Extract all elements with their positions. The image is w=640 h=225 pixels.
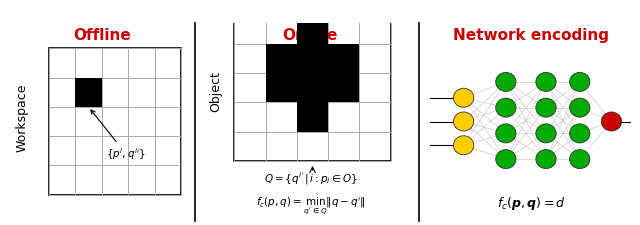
Circle shape [496,150,516,169]
Circle shape [536,98,556,117]
Circle shape [454,88,474,107]
Text: Object: Object [209,71,222,112]
Bar [49,48,181,195]
Text: Network encoding: Network encoding [453,28,609,43]
Bar [297,103,328,132]
Bar [75,78,102,107]
Text: Offline: Offline [74,28,131,43]
Text: $f_c(p,q) = \min_{q' \in Q} \|q - q'\|$: $f_c(p,q) = \min_{q' \in Q} \|q - q'\|$ [255,195,365,216]
Bar [297,15,328,44]
Text: $Q = \{q^{i'}\,|\,i: p_i \in O\}$: $Q = \{q^{i'}\,|\,i: p_i \in O\}$ [264,171,357,187]
Text: $f_c(\boldsymbol{p},\boldsymbol{q}) = d$: $f_c(\boldsymbol{p},\boldsymbol{q}) = d$ [497,195,566,212]
Circle shape [570,72,590,91]
Text: Workspace: Workspace [15,83,28,152]
Circle shape [536,72,556,91]
Circle shape [536,150,556,169]
Bar [297,73,328,103]
Circle shape [454,112,474,131]
Circle shape [496,72,516,91]
Bar [266,44,297,73]
Circle shape [496,98,516,117]
Circle shape [570,150,590,169]
Circle shape [454,136,474,155]
Circle shape [496,124,516,143]
Bar [266,73,297,103]
Text: Online: Online [283,28,338,43]
Bar [297,44,328,73]
Bar [328,73,360,103]
Circle shape [570,98,590,117]
Bar [328,44,360,73]
Bar [234,15,390,161]
Circle shape [602,112,621,131]
Text: $\{p^i, q^{i\prime}\}$: $\{p^i, q^{i\prime}\}$ [91,110,147,162]
Circle shape [570,124,590,143]
Circle shape [536,124,556,143]
